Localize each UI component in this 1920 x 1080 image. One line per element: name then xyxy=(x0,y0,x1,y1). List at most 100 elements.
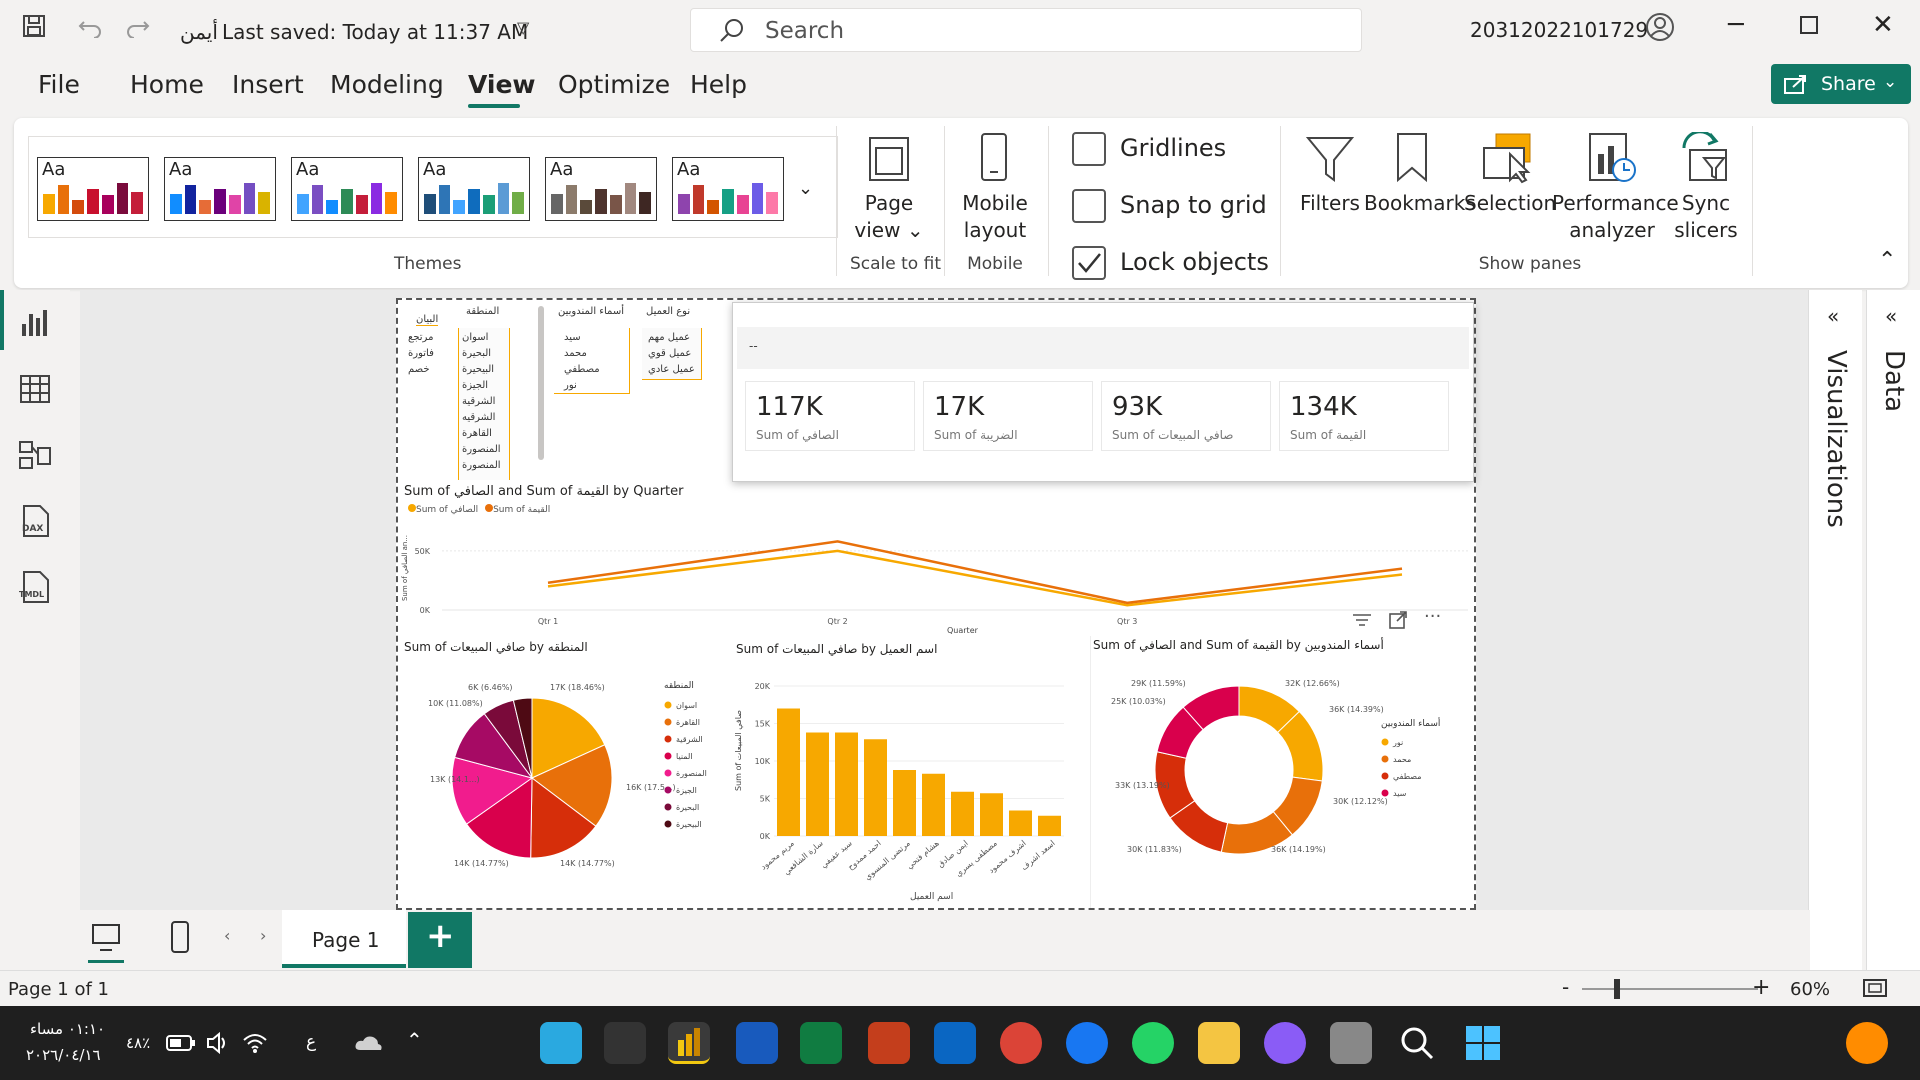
tmdl-view-icon[interactable]: TMDL xyxy=(18,570,52,604)
undo-icon[interactable] xyxy=(78,14,104,38)
fit-to-page-icon[interactable] xyxy=(1862,977,1888,999)
snap-to-grid-checkbox[interactable] xyxy=(1072,189,1106,223)
pie-slice[interactable] xyxy=(451,756,534,825)
slicer-item[interactable]: البحيرة xyxy=(462,348,492,359)
bar[interactable] xyxy=(980,793,1003,836)
slicer-bayan[interactable]: البيان مرتجع فاتورة خصم xyxy=(408,314,448,384)
slicer-item[interactable]: المنصورة xyxy=(462,460,501,471)
slicer-region[interactable]: المنطقة اسوان البحيرة البيحيرة الجيزة ال… xyxy=(458,306,514,482)
bookmarks-button[interactable]: Bookmarks xyxy=(1364,191,1476,215)
mobile-layout-toggle-icon[interactable] xyxy=(168,920,192,956)
kpi-card[interactable]: 117K Sum of الصافي xyxy=(745,381,915,451)
visualizations-pane-label[interactable]: Visualizations xyxy=(1821,350,1851,528)
app-icon-pinned[interactable] xyxy=(540,1022,582,1064)
volume-icon[interactable] xyxy=(206,1032,230,1054)
chevron-right-icon[interactable]: › xyxy=(260,926,267,945)
theme-option[interactable]: Aa xyxy=(545,157,657,221)
slicer-item[interactable]: خصم xyxy=(408,364,430,375)
menu-modeling[interactable]: Modeling xyxy=(330,70,444,99)
pie-slice[interactable] xyxy=(531,697,606,779)
chrome-icon[interactable] xyxy=(1000,1022,1042,1064)
report-view-icon[interactable] xyxy=(18,304,52,338)
chevron-down-icon[interactable]: ▽ xyxy=(517,18,530,37)
kpi-cards-visual[interactable]: -- 117K Sum of الصافي 17K Sum of الضريبة 9… xyxy=(732,302,1474,482)
windows-start-icon[interactable] xyxy=(1462,1022,1504,1064)
last-saved[interactable]: Last saved: Today at 11:37 AM xyxy=(222,20,529,44)
bar[interactable] xyxy=(1038,815,1061,836)
zoom-slider-track[interactable] xyxy=(1582,988,1758,990)
search-icon[interactable] xyxy=(1396,1022,1438,1064)
data-pane-label[interactable]: Data xyxy=(1879,350,1909,413)
page-view-button[interactable]: Page view ⌄ xyxy=(854,191,924,242)
slicer-item[interactable]: نور xyxy=(564,380,577,391)
slicer-client-type[interactable]: نوع العميل عميل مهم عميل قوي عميل عادي xyxy=(642,306,706,388)
donut-slice[interactable] xyxy=(1182,685,1240,731)
slicer-item[interactable]: عميل مهم xyxy=(648,332,691,343)
mobile-layout-button[interactable]: Mobile layout xyxy=(962,191,1028,242)
desktop-layout-icon[interactable] xyxy=(90,922,122,954)
theme-option[interactable]: Aa xyxy=(672,157,784,221)
search-box[interactable]: Search xyxy=(690,8,1362,52)
bar[interactable] xyxy=(777,708,800,837)
gallery-more-icon[interactable]: ⌄ xyxy=(798,178,814,199)
pie-slice[interactable] xyxy=(531,744,613,827)
slicer-item[interactable]: المنصورة xyxy=(462,444,501,455)
slicer-item[interactable]: البيحيرة xyxy=(462,364,495,375)
redo-icon[interactable] xyxy=(124,14,150,38)
menu-insert[interactable]: Insert xyxy=(232,70,304,99)
close-icon[interactable]: ✕ xyxy=(1872,10,1894,40)
clock-date[interactable]: ٢٠٢٦/٠٤/١٦ xyxy=(26,1046,101,1064)
dax-query-icon[interactable]: DAX xyxy=(18,504,52,538)
bar-chart-visual[interactable]: Sum of صافي المبيعات by اسم العميل 20K 15… xyxy=(734,636,1089,908)
lock-objects-checkbox[interactable] xyxy=(1072,246,1106,280)
bookmark-icon[interactable] xyxy=(1392,132,1432,184)
filter-lines-icon[interactable] xyxy=(1352,612,1372,628)
account-icon[interactable] xyxy=(1645,12,1675,42)
selection-button[interactable]: Selection xyxy=(1464,191,1557,215)
power-bi-icon[interactable] xyxy=(668,1022,710,1064)
sync-slicers-icon[interactable] xyxy=(1676,132,1732,184)
menu-optimize[interactable]: Optimize xyxy=(558,70,671,99)
minimize-icon[interactable]: ─ xyxy=(1728,10,1744,40)
bar[interactable] xyxy=(806,732,829,837)
kpi-card[interactable]: 17K Sum of الضريبة xyxy=(923,381,1093,451)
onedrive-icon[interactable] xyxy=(354,1034,384,1052)
zoom-out-icon[interactable]: - xyxy=(1562,975,1570,999)
menu-view[interactable]: View xyxy=(468,70,536,99)
menu-home[interactable]: Home xyxy=(130,70,204,99)
model-view-icon[interactable] xyxy=(18,438,52,472)
gridlines-checkbox[interactable] xyxy=(1072,132,1106,166)
expand-pane-icon[interactable]: « xyxy=(1827,304,1840,328)
slicer-item[interactable]: مرتجع xyxy=(408,332,434,343)
theme-option[interactable]: Aa xyxy=(418,157,530,221)
slicer-item[interactable]: الشرقية xyxy=(462,396,496,407)
theme-option[interactable]: Aa xyxy=(37,157,149,221)
word-icon[interactable] xyxy=(736,1022,778,1064)
app-icon-pinned[interactable] xyxy=(604,1022,646,1064)
zoom-in-icon[interactable]: + xyxy=(1752,975,1771,1000)
menu-help[interactable]: Help xyxy=(690,70,747,99)
linkedin-icon[interactable] xyxy=(934,1022,976,1064)
slicer-item[interactable]: فاتورة xyxy=(408,348,434,359)
expand-pane-icon[interactable]: « xyxy=(1885,304,1898,328)
facebook-icon[interactable] xyxy=(1066,1022,1108,1064)
slicer-item[interactable]: القاهرة xyxy=(462,428,492,439)
slicer-item[interactable]: عميل عادي xyxy=(648,364,695,375)
slicer-item[interactable]: الشرقيه xyxy=(462,412,496,423)
maximize-icon[interactable] xyxy=(1800,16,1818,34)
filters-button[interactable]: Filters xyxy=(1300,191,1360,215)
task-view-icon[interactable] xyxy=(1330,1022,1372,1064)
chevron-left-icon[interactable]: ‹ xyxy=(224,926,231,945)
line-series[interactable] xyxy=(547,540,1403,605)
collapse-ribbon-icon[interactable]: ⌃ xyxy=(1878,248,1897,273)
bar[interactable] xyxy=(835,732,858,837)
save-icon[interactable] xyxy=(22,14,46,38)
slicer-item[interactable]: الجيزة xyxy=(462,380,489,391)
sync-slicers-button[interactable]: Sync slicers xyxy=(1674,191,1738,242)
mobile-layout-icon[interactable] xyxy=(974,132,1014,184)
battery-icon[interactable] xyxy=(166,1034,196,1052)
bar[interactable] xyxy=(922,773,945,836)
add-page-button[interactable]: + xyxy=(408,912,472,968)
slicer-item[interactable]: محمد xyxy=(564,348,587,359)
visualizations-pane-collapsed[interactable]: « Visualizations xyxy=(1808,290,1862,970)
